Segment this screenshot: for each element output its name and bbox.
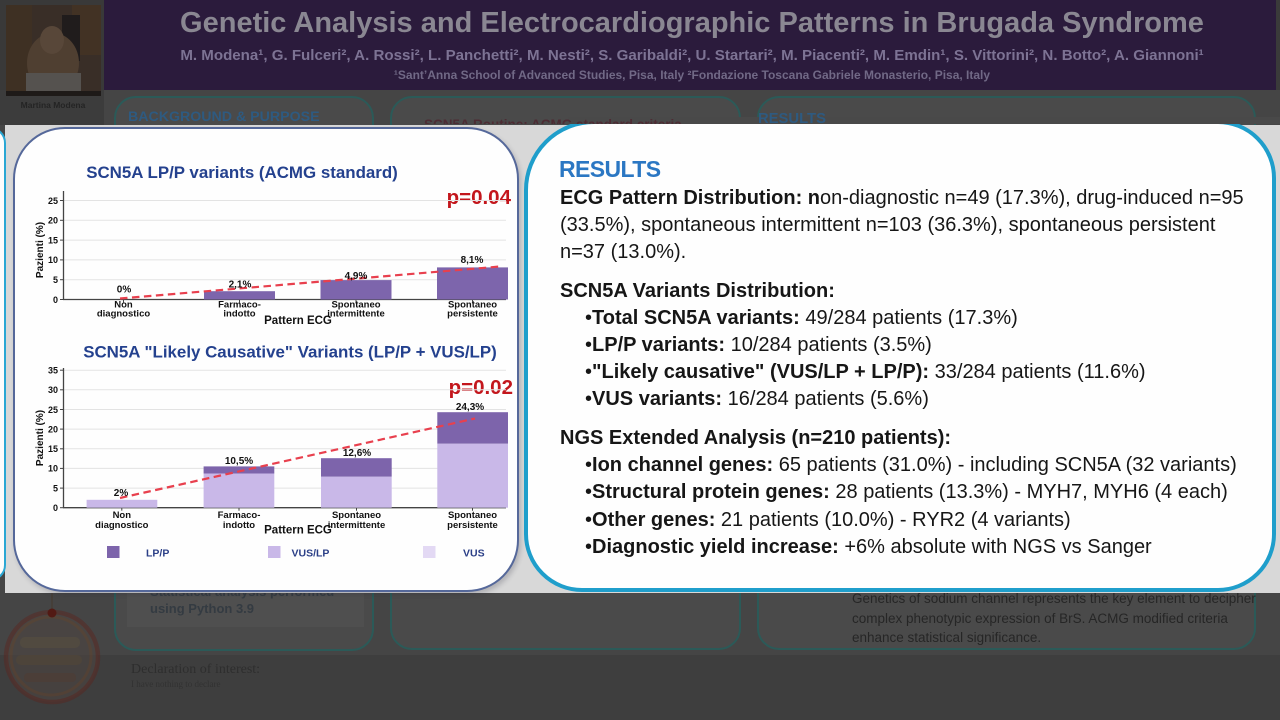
svg-text:0: 0 — [53, 295, 58, 305]
svg-text:SCN5A "Likely Causative" Varia: SCN5A "Likely Causative" Variants (LP/P … — [83, 343, 497, 362]
svg-text:Non: Non — [114, 300, 133, 311]
svg-text:5: 5 — [53, 483, 58, 493]
svg-text:intermittente: intermittente — [328, 520, 386, 531]
svg-text:Spontaneo: Spontaneo — [448, 510, 497, 521]
svg-text:VUS: VUS — [463, 548, 485, 560]
svg-text:8,1%: 8,1% — [461, 255, 484, 266]
svg-text:VUS/LP: VUS/LP — [292, 548, 330, 560]
svg-text:30: 30 — [48, 385, 58, 395]
svg-text:25: 25 — [48, 405, 58, 415]
svg-text:Spontaneo: Spontaneo — [331, 300, 380, 311]
svg-text:20: 20 — [48, 424, 58, 434]
svg-text:p=0.02: p=0.02 — [449, 376, 513, 399]
svg-text:Spontaneo: Spontaneo — [448, 300, 497, 311]
svg-text:Pattern ECG: Pattern ECG — [264, 315, 332, 327]
svg-text:Farmaco-: Farmaco- — [218, 300, 261, 311]
svg-text:12,6%: 12,6% — [343, 448, 371, 459]
svg-text:0%: 0% — [117, 285, 132, 296]
svg-text:intermittente: intermittente — [327, 309, 385, 320]
svg-text:Pazienti (%): Pazienti (%) — [35, 222, 46, 278]
svg-text:persistente: persistente — [447, 309, 498, 320]
svg-text:20: 20 — [48, 216, 58, 226]
svg-text:2,1%: 2,1% — [229, 280, 252, 291]
svg-text:5: 5 — [53, 275, 58, 285]
svg-text:10,5%: 10,5% — [225, 456, 253, 467]
svg-text:15: 15 — [48, 444, 58, 454]
svg-text:indotto: indotto — [223, 520, 255, 531]
svg-text:Pattern ECG: Pattern ECG — [264, 525, 332, 537]
svg-text:2%: 2% — [114, 488, 129, 499]
svg-text:15: 15 — [48, 235, 58, 245]
svg-text:10: 10 — [48, 255, 58, 265]
svg-text:LP/P: LP/P — [146, 548, 169, 560]
svg-text:4,9%: 4,9% — [345, 271, 368, 282]
svg-text:Spontaneo: Spontaneo — [332, 510, 381, 521]
svg-text:persistente: persistente — [447, 520, 498, 531]
svg-text:SCN5A LP/P variants (ACMG stan: SCN5A LP/P variants (ACMG standard) — [86, 163, 398, 182]
svg-text:25: 25 — [48, 196, 58, 206]
svg-text:Non: Non — [113, 510, 132, 521]
svg-text:diagnostico: diagnostico — [97, 309, 151, 320]
svg-text:diagnostico: diagnostico — [95, 520, 149, 531]
svg-text:Farmaco-: Farmaco- — [218, 510, 261, 521]
svg-text:0: 0 — [53, 503, 58, 513]
svg-text:Pazienti (%): Pazienti (%) — [35, 410, 46, 466]
svg-text:10: 10 — [48, 464, 58, 474]
svg-text:indotto: indotto — [223, 309, 255, 320]
svg-text:p=0.04: p=0.04 — [447, 186, 512, 209]
svg-text:24,3%: 24,3% — [456, 402, 484, 413]
svg-text:35: 35 — [48, 366, 58, 376]
